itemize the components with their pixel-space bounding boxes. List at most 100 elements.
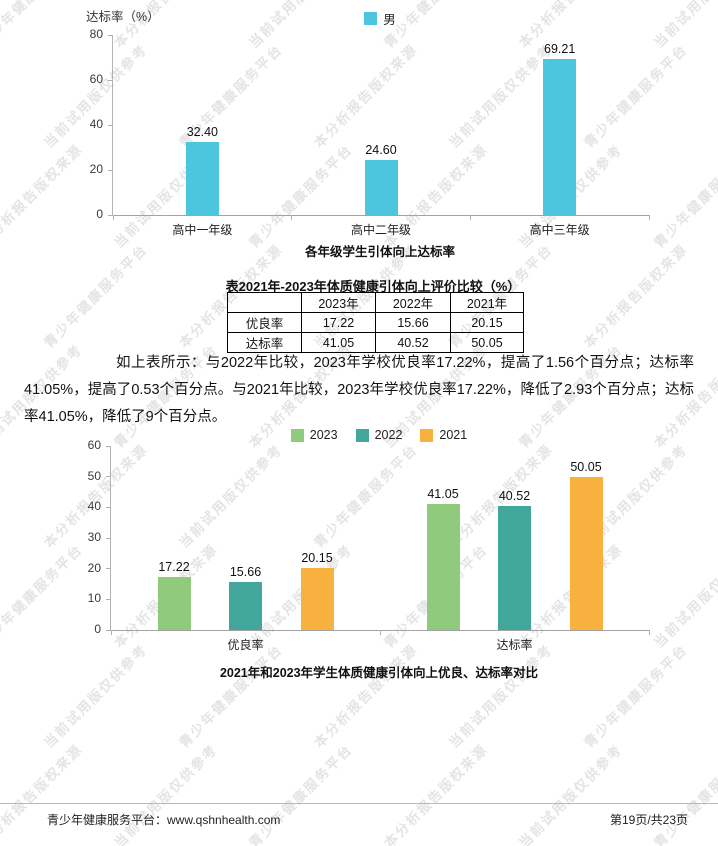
- y-tick-mark: [106, 506, 111, 508]
- y-tick-label: 50: [87, 468, 101, 483]
- table-row: 达标率 41.05 40.52 50.05: [227, 332, 524, 353]
- chart2-plot-area: 0 10 20 30 40 50 60 优良率 17.22 15.66 20.15 达标率 41.05 4…: [88, 438, 650, 652]
- watermark-text: 青少年健康服务平台: [0, 0, 86, 51]
- table-cell: 20.15: [450, 312, 524, 333]
- legend-label: 2023: [309, 428, 338, 442]
- bar-男-高中三年级: [543, 59, 577, 215]
- y-tick-label: 0: [96, 207, 103, 221]
- y-tick-mark: [106, 537, 111, 539]
- y-tick-label: 30: [87, 530, 101, 544]
- bar-value-label: 20.15: [301, 551, 333, 566]
- y-tick-mark: [108, 124, 113, 126]
- y-tick-label: 60: [87, 438, 101, 452]
- table-header-cell: 2023年: [301, 292, 376, 313]
- x-tick-mark: [648, 630, 650, 635]
- y-tick-mark: [108, 79, 113, 81]
- table-row-label: 达标率: [227, 332, 302, 353]
- y-tick-label: 40: [87, 499, 101, 514]
- x-category-label: 达标率: [496, 638, 533, 652]
- legend-swatch-icon: [355, 428, 369, 442]
- y-tick-label: 10: [87, 591, 101, 606]
- bar-男-高中一年级: [185, 142, 219, 215]
- footer-platform-url: 青少年健康服务平台：www.qshnhealth.com: [47, 813, 281, 827]
- table-cell: 50.05: [450, 332, 524, 353]
- bar-value-label: 24.60: [365, 142, 397, 157]
- watermark-text: 本分析报告版权来源: [713, 39, 718, 152]
- y-axis-label: 达标率（%）: [86, 10, 160, 24]
- y-tick-label: 20: [87, 560, 101, 575]
- bar-2023-达标率: [426, 504, 460, 630]
- table-header-cell: 2022年: [375, 292, 451, 313]
- watermark-text: 当前试用版仅供参考: [713, 239, 718, 352]
- y-tick-label: 20: [89, 162, 103, 176]
- x-category-label: 优良率: [227, 638, 264, 652]
- x-tick-mark: [291, 215, 293, 220]
- watermark-text: 当前试用版仅供参考: [516, 741, 626, 846]
- footer-divider: [0, 803, 718, 804]
- bar-value-label: 40.52: [498, 488, 531, 503]
- y-tick-mark: [106, 476, 111, 478]
- watermark-text: 本分析报告版权来源: [713, 639, 718, 752]
- x-tick-mark: [112, 215, 114, 220]
- watermark-text: 当前试用版仅供参考: [41, 641, 151, 751]
- y-tick-mark: [106, 629, 111, 631]
- table-cell: 15.66: [375, 312, 451, 333]
- bar-value-label: 50.05: [570, 459, 602, 474]
- bar-value-label: 69.21: [544, 42, 576, 57]
- table-cell: 41.05: [301, 332, 376, 353]
- analysis-paragraph: 如上表所示：与2022年比较，2023年学校优良率17.22%，提高了1.56个…: [24, 355, 694, 425]
- x-category-label: 高中三年级: [529, 223, 590, 237]
- legend-item-2022: 2022: [355, 428, 403, 442]
- bar-value-label: 17.22: [158, 560, 190, 575]
- bar-男-高中二年级: [364, 159, 398, 215]
- chart1-caption: 各年级学生引体向上达标率: [304, 245, 455, 259]
- legend-label: 2021: [439, 428, 468, 442]
- watermark-text: 当前试用版仅供参考: [111, 741, 221, 846]
- x-tick-mark: [110, 630, 112, 635]
- bar-2023-优良率: [157, 577, 191, 630]
- chart2-legend: 2023 2022 2021: [110, 428, 648, 442]
- y-tick-mark: [106, 598, 111, 600]
- y-tick-mark: [106, 445, 111, 447]
- table-cell: 17.22: [301, 312, 376, 333]
- y-tick-label: 0: [94, 622, 101, 636]
- x-category-label: 高中二年级: [350, 223, 411, 237]
- comparison-table: 2023年 2022年 2021年 优良率 17.22 15.66 20.15 达标率 41.0…: [227, 292, 524, 353]
- x-category-label: 高中一年级: [172, 223, 233, 237]
- chart1-legend: 男: [112, 9, 648, 28]
- y-tick-mark: [108, 169, 113, 171]
- watermark-text: 当前试用版仅供参考: [651, 541, 718, 651]
- bar-value-label: 32.40: [186, 125, 218, 140]
- legend-swatch-icon: [290, 428, 304, 442]
- y-tick-label: 40: [89, 117, 103, 131]
- watermark-text: 青少年健康服务平台: [713, 439, 718, 552]
- table-header-cell: 2021年: [450, 292, 524, 313]
- x-tick-mark: [648, 215, 650, 220]
- bar-2021-达标率: [569, 476, 603, 630]
- table-row-label: 优良率: [227, 312, 302, 333]
- table-header-row: 2023年 2022年 2021年: [227, 292, 524, 313]
- bar-value-label: 15.66: [229, 564, 262, 579]
- watermark-text: 青少年健康服务平台: [651, 141, 718, 251]
- watermark-text: 本分析报告版权来源: [0, 141, 86, 251]
- legend-swatch-icon: [420, 428, 434, 442]
- y-tick-mark: [106, 568, 111, 570]
- legend-label: 2022: [374, 428, 403, 442]
- table-row: 优良率 17.22 15.66 20.15: [227, 312, 524, 333]
- table-header-cell: [227, 292, 302, 313]
- bar-2022-达标率: [498, 505, 531, 630]
- legend-item-2021: 2021: [420, 428, 467, 442]
- legend-item-男: 男: [364, 9, 396, 28]
- x-tick-mark: [379, 630, 381, 635]
- chart2-caption: 2021年和2023年学生体质健康引体向上优良、达标率对比: [219, 666, 539, 680]
- watermark-text: 青少年健康服务平台: [581, 641, 691, 751]
- watermark-text: 当前试用版仅供参考: [446, 641, 556, 751]
- comparison-table-grid: 2023年 2022年 2021年 优良率 17.22 15.66 20.15 达标率 41.0…: [227, 292, 524, 353]
- y-tick-mark: [108, 34, 113, 36]
- legend-label: 男: [383, 13, 396, 27]
- x-tick-mark: [469, 215, 471, 220]
- y-tick-mark: [108, 214, 113, 216]
- watermark-text: 本分析报告版权来源: [381, 741, 491, 846]
- y-tick-label: 60: [89, 72, 103, 86]
